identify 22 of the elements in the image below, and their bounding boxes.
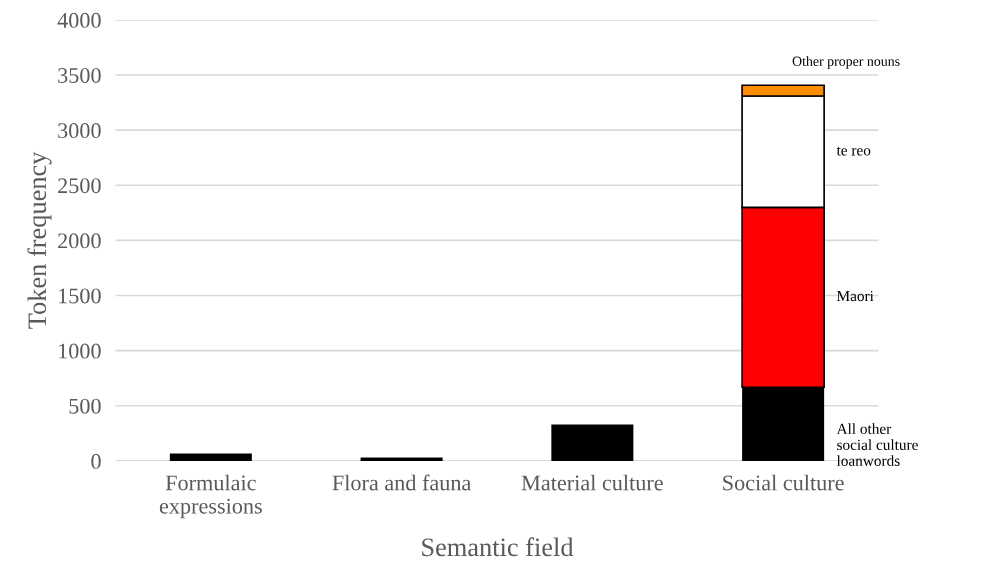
y-tick-label: 1000 — [59, 343, 101, 359]
y-tick-label: 500 — [69, 398, 101, 414]
x-tick-label: Formulaic expressions — [159, 474, 262, 519]
y-tick-label: 4000 — [57, 12, 101, 28]
series-label: te reo — [836, 146, 871, 156]
y-tick-label: 2500 — [58, 178, 101, 194]
x-tick-label: Social culture — [723, 474, 844, 491]
bar — [169, 453, 252, 461]
y-axis-title: Token frequency — [27, 151, 52, 329]
y-tick-label: 0 — [91, 453, 101, 469]
y-tick-label: 3000 — [58, 123, 101, 139]
x-tick-label: Material culture — [521, 474, 663, 491]
y-tick-label: 3500 — [58, 67, 101, 83]
bar — [551, 424, 634, 461]
x-tick-label: Flora and fauna — [332, 474, 472, 491]
bar — [360, 457, 443, 461]
series-label: All other social culture loanwords — [836, 423, 918, 466]
y-tick-label: 1500 — [59, 288, 101, 304]
x-axis-title: Semantic field — [422, 537, 574, 557]
series-label: Maori — [836, 290, 874, 302]
y-tick-label: 2000 — [58, 233, 101, 249]
series-label: Other proper nouns — [792, 56, 900, 69]
